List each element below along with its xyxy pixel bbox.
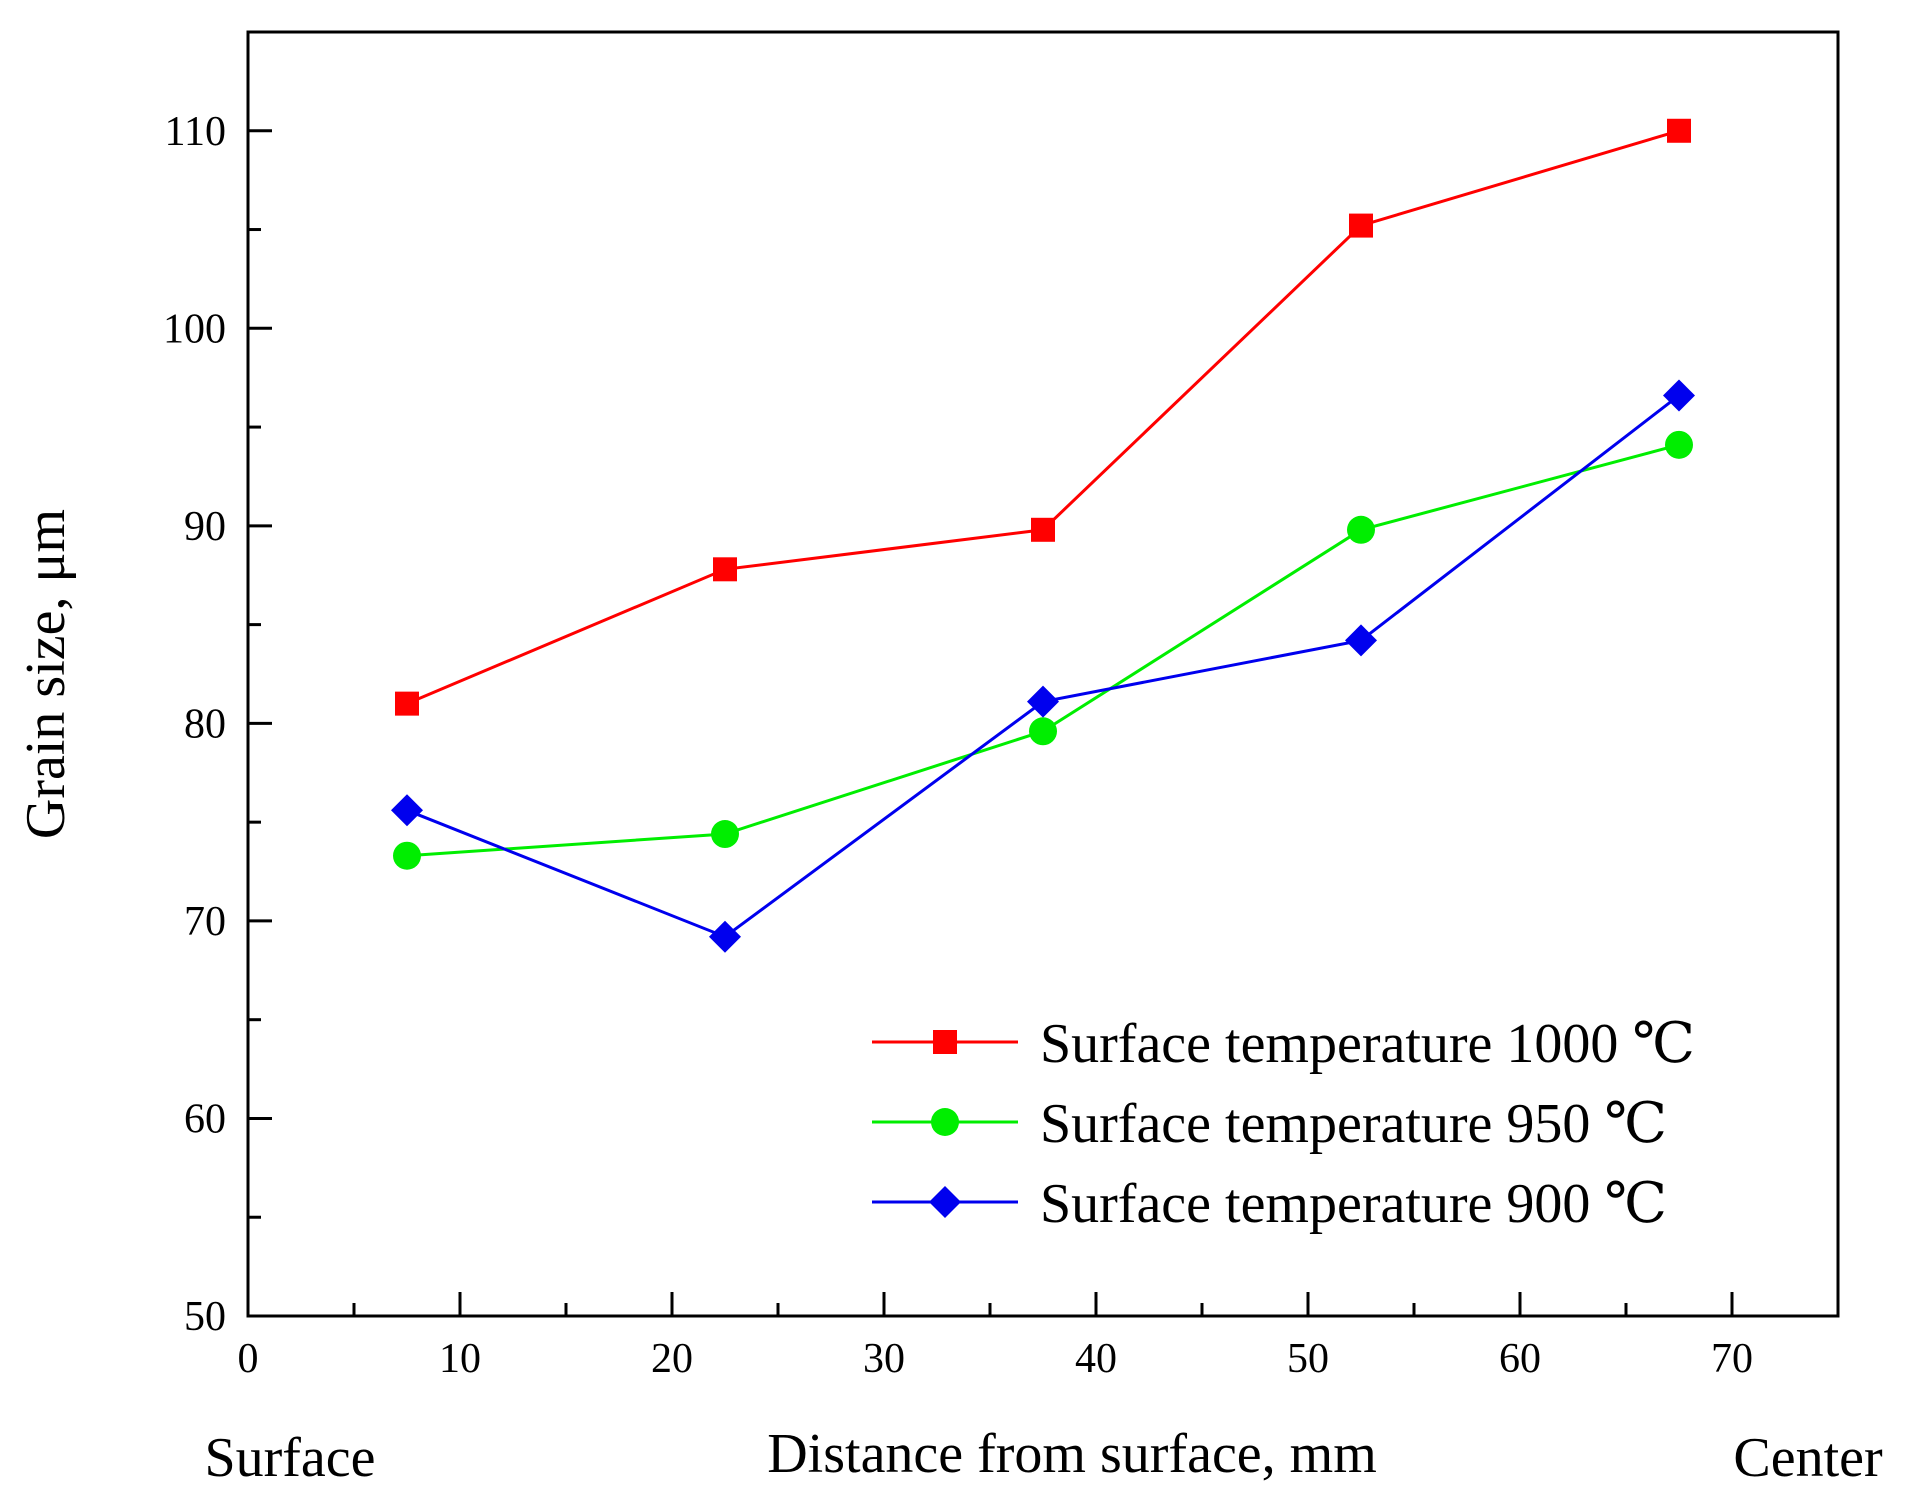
x-tick-label: 60	[1499, 1336, 1541, 1382]
legend: Surface temperature 1000 ℃ Surface temper…	[872, 1013, 1695, 1235]
plot-area-frame	[246, 30, 1840, 1318]
x-tick-label: 0	[238, 1336, 259, 1382]
x-tick-label: 20	[651, 1336, 693, 1382]
x-tick-label: 50	[1287, 1336, 1329, 1382]
y-tick-label: 80	[184, 701, 226, 747]
y-tick-label: 90	[184, 504, 226, 550]
series-circle	[393, 430, 1693, 870]
legend-marker-circle	[931, 1108, 959, 1136]
series-diamond	[391, 379, 1695, 953]
data-point-square	[395, 691, 419, 716]
y-tick-label: 50	[184, 1294, 226, 1340]
data-point-circle	[1665, 430, 1693, 459]
x-tick-label: 40	[1075, 1336, 1117, 1382]
series-square	[395, 118, 1691, 716]
data-point-square	[1031, 517, 1055, 542]
data-point-diamond	[391, 794, 423, 827]
x-tick-label: 10	[439, 1336, 481, 1382]
data-point-square	[1667, 118, 1691, 143]
data-point-diamond	[1345, 624, 1377, 657]
y-axis-title: Grain size, μm	[15, 509, 77, 839]
legend-marker-diamond	[929, 1186, 961, 1218]
axis-ticks: 0 10 20 30 40 50 60 70 50 60 70 80 90 100 110	[163, 109, 1753, 1382]
data-point-square	[713, 557, 737, 582]
data-point-diamond	[709, 920, 741, 953]
data-point-diamond	[1663, 379, 1695, 412]
legend-marker-square	[933, 1030, 957, 1054]
data-point-circle	[1029, 717, 1057, 746]
x-tick-label: 30	[863, 1336, 905, 1382]
legend-label: Surface temperature 950 ℃	[1040, 1093, 1667, 1155]
y-tick-label: 70	[184, 899, 226, 945]
data-point-circle	[1347, 515, 1375, 544]
legend-label: Surface temperature 900 ℃	[1040, 1173, 1667, 1235]
data-point-circle	[711, 820, 739, 849]
data-point-square	[1349, 213, 1373, 238]
x-axis-center-label: Center	[1733, 1427, 1883, 1489]
series-layer	[391, 118, 1695, 953]
x-axis-title: Distance from surface, mm	[767, 1423, 1377, 1485]
y-tick-label: 100	[163, 306, 226, 352]
y-tick-label: 110	[165, 109, 226, 155]
x-tick-label: 70	[1711, 1336, 1753, 1382]
x-axis-surface-label: Surface	[204, 1427, 375, 1489]
data-point-diamond	[1027, 685, 1059, 718]
y-tick-label: 60	[184, 1096, 226, 1142]
data-point-circle	[393, 841, 421, 870]
legend-label: Surface temperature 1000 ℃	[1040, 1013, 1695, 1075]
